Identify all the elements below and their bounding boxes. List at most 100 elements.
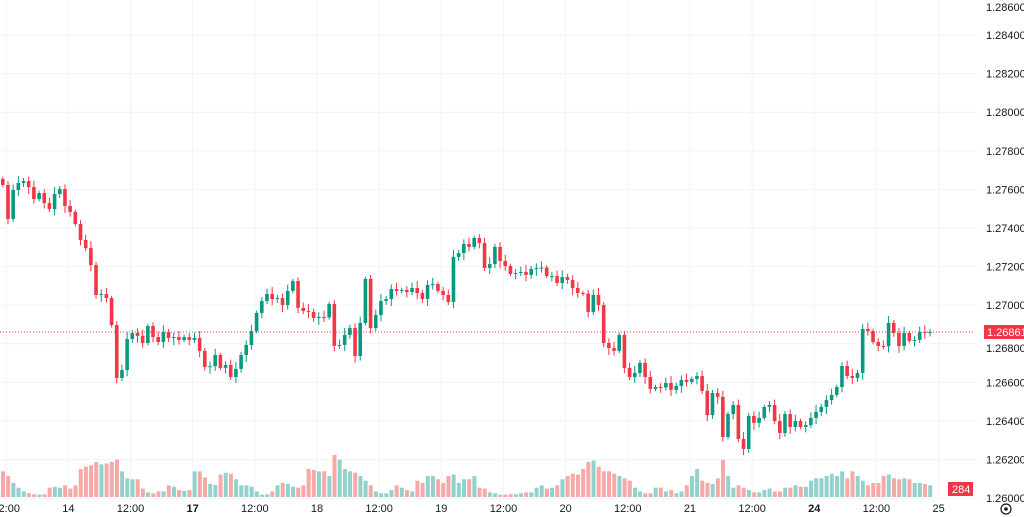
candle-body	[436, 283, 440, 291]
volume-bar	[627, 480, 632, 497]
candle-body	[855, 372, 860, 378]
candle-body	[373, 315, 378, 328]
candle-body	[643, 362, 647, 377]
candle-body	[731, 404, 735, 415]
last-volume-badge: 284	[948, 482, 973, 496]
time-tick-label: 20	[559, 503, 571, 515]
volume-bar	[249, 486, 254, 497]
candle-body	[415, 288, 419, 294]
volume-bar	[472, 476, 477, 497]
volume-bar	[166, 485, 171, 497]
volume-bar	[234, 479, 239, 497]
candle-body	[721, 396, 725, 438]
candle-body	[539, 267, 544, 269]
candle-body	[741, 438, 746, 449]
volume-bar	[363, 480, 368, 497]
candle-body	[47, 203, 52, 210]
volume-bar	[446, 476, 451, 497]
candle-body	[674, 385, 678, 390]
settings-icon[interactable]	[1000, 503, 1012, 515]
candle-body	[503, 261, 508, 267]
candle-body	[156, 337, 160, 343]
volume-bar	[16, 487, 21, 497]
candle-body	[664, 382, 668, 388]
candle-body	[254, 312, 259, 332]
volume-bar	[430, 476, 435, 497]
volume-bar	[487, 492, 492, 497]
candle-body	[550, 276, 554, 278]
price-tick-label: 1.26600	[986, 377, 1024, 389]
volume-bar	[6, 476, 11, 497]
price-axis[interactable]: 1.28600 1.28400 1.28200 1.28000 1.27800 1.276…	[986, 2, 1024, 505]
candle-body	[508, 266, 513, 274]
volume-bar	[379, 493, 384, 497]
candle-body	[793, 421, 798, 427]
volume-bar	[78, 469, 83, 497]
candle-body	[689, 378, 694, 383]
volume-bar	[99, 464, 104, 497]
candle-body	[519, 272, 523, 274]
candle-body	[94, 265, 98, 295]
price-tick-label: 1.27600	[986, 184, 1024, 196]
volume-bar	[741, 487, 746, 497]
time-axis[interactable]: 12:00 14 12:00 17 12:00 18 12:00 19 12:00 20 12:00…	[0, 503, 945, 515]
volume-bar	[917, 483, 922, 497]
volume-bar	[632, 487, 637, 497]
candle-body	[757, 417, 761, 423]
candle-body	[177, 337, 181, 340]
candle-body	[617, 334, 622, 351]
volume-bar	[855, 476, 860, 497]
volume-bar	[327, 476, 332, 497]
volume-bar	[923, 483, 928, 497]
volume-bar	[425, 476, 430, 497]
candle-body	[736, 404, 741, 439]
candle-body	[529, 268, 533, 275]
candle-body	[68, 205, 72, 212]
volume-bar	[529, 492, 534, 497]
candle-body	[270, 294, 274, 300]
volume-bar	[658, 487, 663, 497]
volume-bar	[104, 463, 109, 497]
volume-bar	[560, 479, 565, 497]
volume-bar	[866, 485, 871, 497]
volume-bar	[120, 471, 125, 497]
candle-body	[405, 289, 409, 293]
volume-bar	[218, 474, 223, 497]
candle-body	[244, 344, 249, 355]
candle-body	[384, 299, 388, 301]
candle-body	[213, 354, 217, 367]
price-tick-label: 1.26000	[986, 493, 1024, 505]
volume-bar	[803, 486, 808, 497]
candle-body	[653, 387, 658, 389]
volume-bar	[192, 471, 197, 497]
volume-bar	[498, 494, 503, 497]
candle-body	[37, 193, 41, 200]
candle-body	[638, 362, 642, 373]
time-tick-label: 12:00	[241, 503, 269, 515]
candle-body	[591, 294, 596, 312]
volume-bar	[798, 486, 803, 497]
volume-bar	[389, 490, 394, 497]
candle-body	[762, 406, 767, 418]
candle-body	[767, 404, 772, 407]
volume-bar	[311, 469, 316, 497]
volume-bar	[643, 493, 648, 497]
candle-body	[394, 288, 399, 291]
volume-bar	[275, 485, 280, 497]
candle-body	[772, 404, 777, 421]
volume-bar	[731, 487, 736, 497]
volume-bar	[482, 488, 487, 497]
volume-bar	[778, 491, 782, 497]
volume-bar	[612, 473, 617, 497]
volume-bar	[684, 485, 689, 497]
volume-bar	[757, 492, 762, 497]
candle-body	[379, 300, 383, 316]
volume-bar	[565, 476, 570, 497]
volume-bar	[705, 483, 710, 497]
volume-bar	[182, 490, 187, 497]
candle-body	[778, 421, 782, 433]
candle-body	[114, 325, 119, 378]
volume-bar	[63, 485, 68, 497]
candle-body	[420, 293, 425, 300]
